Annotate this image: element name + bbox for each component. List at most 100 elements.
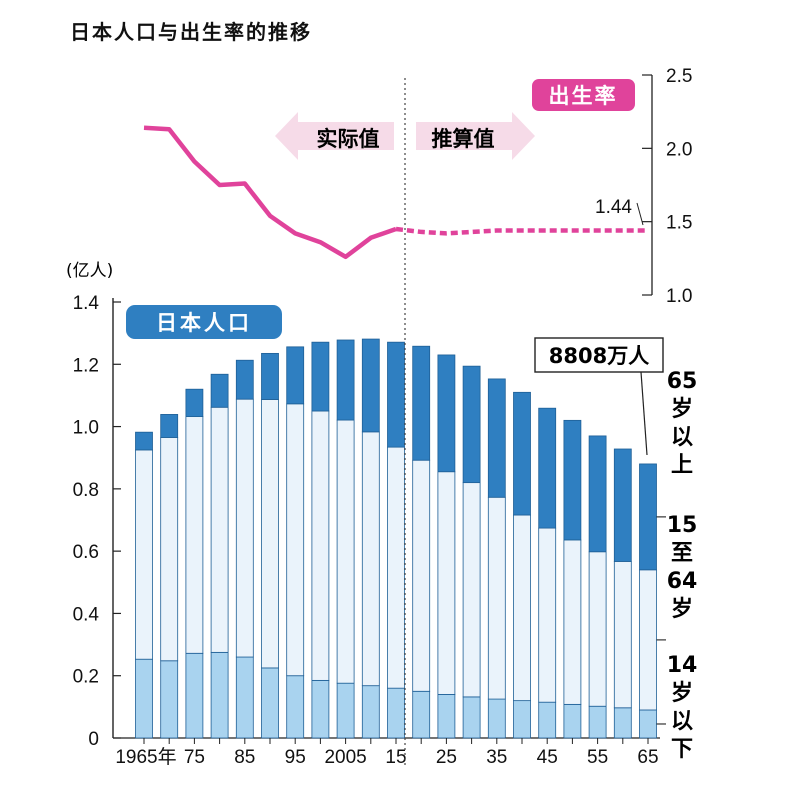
- bar-x-tick-label: 55: [587, 747, 608, 768]
- rate-line-actual: [143, 125, 397, 260]
- bar-segment: [361, 431, 380, 687]
- bar-segment: [361, 685, 380, 739]
- bar-segment: [588, 435, 607, 553]
- bar-segment: [387, 687, 405, 739]
- bar-segment: [538, 701, 557, 739]
- age-group-label: 岁: [671, 396, 693, 422]
- bar-segment: [563, 419, 582, 541]
- age-group-label: 下: [671, 737, 693, 762]
- bar-segment: [437, 354, 456, 473]
- bar-segment: [261, 352, 279, 400]
- bar-segment: [462, 365, 481, 484]
- bar-segment: [336, 339, 355, 421]
- bar-segment: [639, 569, 657, 711]
- bar-segment: [286, 403, 305, 677]
- age-group-label: 64: [667, 569, 698, 594]
- bar-segment: [185, 416, 204, 654]
- bar-x-tick-label: 2005: [324, 747, 366, 768]
- population-label: 日本人口: [156, 311, 252, 335]
- bar-segment: [286, 675, 305, 739]
- bar-segment: [261, 399, 279, 669]
- bar-y-axis-label: (亿人): [66, 261, 113, 281]
- actual-arrow: [275, 112, 394, 160]
- bar-segment: [160, 414, 179, 438]
- bar-segment: [639, 709, 657, 739]
- bar-segment: [613, 707, 632, 739]
- bar-segment: [387, 446, 405, 689]
- bar-segment: [160, 437, 179, 662]
- bar-segment: [387, 341, 405, 448]
- bar-y-tick-label: 1.0: [73, 418, 99, 439]
- bar-segment: [563, 703, 582, 739]
- age-group-label: 以: [671, 709, 693, 734]
- population-label-box: [126, 305, 282, 339]
- rate-label-box: [532, 79, 635, 111]
- bar-segment: [487, 496, 506, 700]
- bar-segment: [412, 345, 431, 461]
- bar-x-tick-label: 35: [486, 747, 507, 768]
- projected-label: 推算值: [432, 127, 495, 151]
- bar-segment: [588, 705, 607, 739]
- bar-segment: [286, 346, 305, 405]
- rate-line-projected: [395, 226, 648, 236]
- bar-segment: [513, 700, 531, 739]
- bar-segment: [437, 694, 456, 739]
- bar-segment: [235, 359, 254, 400]
- annotation-pointer: [640, 371, 648, 456]
- bar-segment: [437, 471, 456, 695]
- bar-segment: [412, 690, 431, 739]
- bar-x-tick-label: 85: [234, 747, 255, 768]
- bar-segment: [210, 373, 229, 408]
- bar-segment: [487, 378, 506, 498]
- actual-label: 实际值: [317, 127, 380, 151]
- bar-segment: [185, 388, 204, 418]
- bar-segment: [261, 667, 279, 739]
- bar-segment: [613, 561, 632, 709]
- bar-segment: [412, 459, 431, 692]
- bar-segment: [513, 391, 531, 516]
- bar-segment: [311, 341, 330, 412]
- projected-arrow: [416, 112, 535, 160]
- bar-x-tick-label: 25: [436, 747, 457, 768]
- bar-segment: [588, 551, 607, 707]
- rate-y-tick-label: 2.0: [666, 139, 692, 160]
- bar-segment: [185, 652, 204, 739]
- bar-segment: [336, 419, 355, 684]
- bar-segment: [135, 449, 153, 660]
- bar-segment: [235, 398, 254, 658]
- bar-segment: [336, 682, 355, 739]
- age-group-label: 15: [667, 513, 698, 538]
- bar-segment: [513, 514, 531, 702]
- bar-segment: [563, 539, 582, 705]
- chart-title: 日本人口与出生率的推移: [70, 20, 312, 44]
- bar-y-tick-label: 1.4: [73, 293, 100, 314]
- population-annotation: 8808万人: [549, 344, 649, 368]
- age-group-label: 65: [667, 369, 698, 394]
- age-group-label: 岁: [671, 596, 693, 622]
- bar-segment: [160, 660, 179, 739]
- bar-y-tick-label: 0.8: [73, 480, 99, 501]
- bar-y-tick-label: 0.4: [73, 604, 100, 625]
- bar-segment: [135, 431, 153, 451]
- bar-x-tick-label: 45: [537, 747, 558, 768]
- bar-segment: [462, 696, 481, 739]
- rate-label: 出生率: [549, 84, 618, 108]
- bar-segment: [538, 527, 557, 703]
- age-group-label: 上: [671, 453, 693, 478]
- rate-y-tick-label: 1.0: [666, 286, 692, 307]
- annotation-box: [534, 337, 664, 373]
- rate-y-tick-label: 2.5: [666, 66, 692, 87]
- bar-segment: [361, 338, 380, 433]
- bar-segment: [311, 679, 330, 739]
- age-group-label: 岁: [671, 680, 693, 706]
- bar-segment: [639, 463, 657, 571]
- bar-x-tick-label: 95: [285, 747, 306, 768]
- bar-x-tick-label: 15: [385, 747, 406, 768]
- bar-segment: [462, 482, 481, 698]
- bar-segment: [235, 656, 254, 739]
- rate-y-tick-label: 1.5: [666, 213, 692, 234]
- bar-segment: [135, 658, 153, 739]
- bar-x-tick-label: 1965年: [115, 746, 176, 768]
- bar-segment: [538, 407, 557, 529]
